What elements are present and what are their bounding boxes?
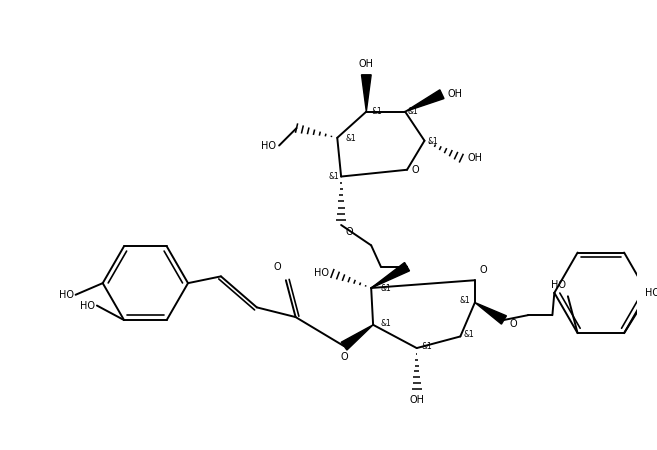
Text: O: O bbox=[412, 165, 420, 175]
Polygon shape bbox=[405, 90, 444, 112]
Text: &1: &1 bbox=[422, 342, 432, 351]
Text: HO: HO bbox=[645, 288, 657, 298]
Text: &1: &1 bbox=[345, 134, 355, 143]
Text: OH: OH bbox=[447, 89, 463, 99]
Polygon shape bbox=[361, 75, 371, 112]
Text: HO: HO bbox=[551, 280, 566, 291]
Text: &1: &1 bbox=[463, 330, 474, 339]
Text: O: O bbox=[510, 319, 517, 329]
Text: OH: OH bbox=[467, 153, 482, 163]
Text: &1: &1 bbox=[407, 108, 418, 117]
Text: &1: &1 bbox=[381, 284, 392, 293]
Text: &1: &1 bbox=[428, 136, 438, 145]
Text: HO: HO bbox=[80, 301, 95, 310]
Text: &1: &1 bbox=[371, 108, 382, 117]
Text: HO: HO bbox=[58, 290, 74, 300]
Polygon shape bbox=[475, 302, 507, 324]
Text: OH: OH bbox=[359, 59, 374, 69]
Polygon shape bbox=[341, 325, 373, 350]
Text: &1: &1 bbox=[381, 319, 392, 328]
Text: O: O bbox=[345, 227, 353, 237]
Text: O: O bbox=[480, 266, 487, 275]
Text: &1: &1 bbox=[328, 172, 339, 181]
Text: O: O bbox=[340, 352, 348, 362]
Text: O: O bbox=[273, 262, 281, 273]
Text: HO: HO bbox=[261, 140, 276, 151]
Polygon shape bbox=[371, 262, 409, 288]
Text: HO: HO bbox=[313, 269, 328, 279]
Text: &1: &1 bbox=[459, 297, 470, 306]
Text: OH: OH bbox=[409, 395, 424, 405]
